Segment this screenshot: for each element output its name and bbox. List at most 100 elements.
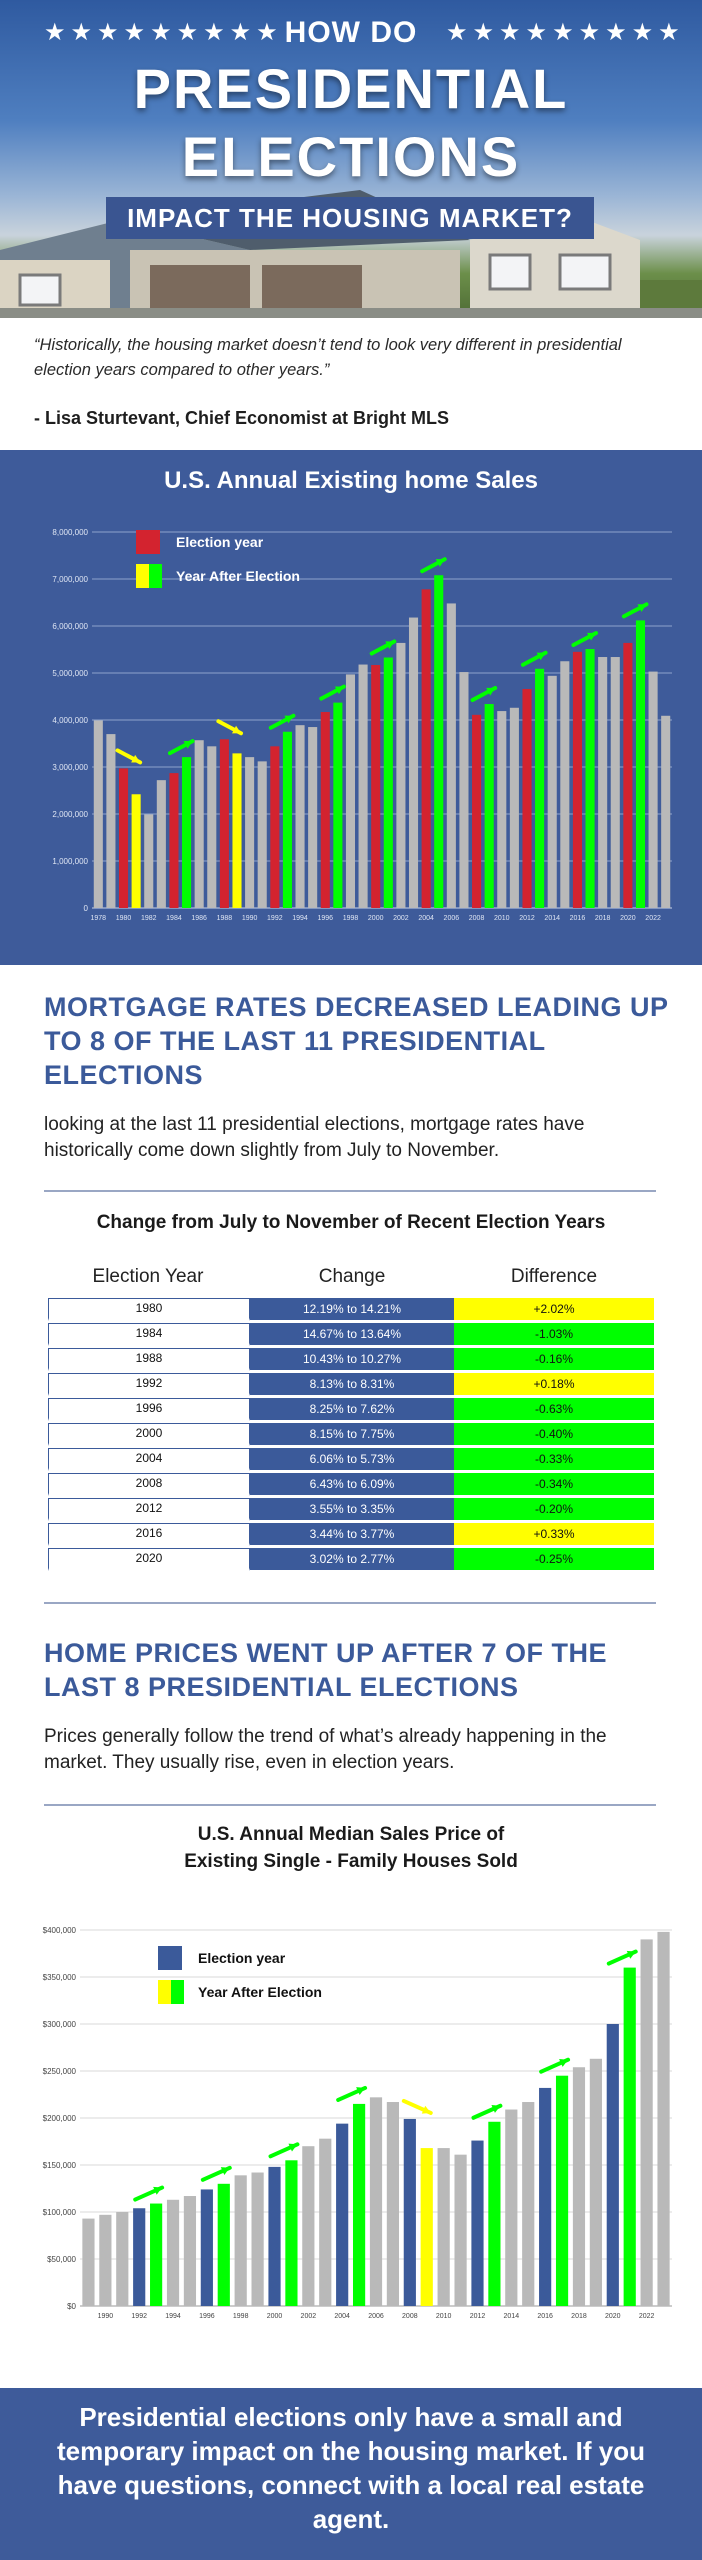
stars-right: ★★★★★★★★★ (446, 18, 685, 46)
trend-arrow-up (571, 631, 599, 648)
cell-change: 6.43% to 6.09% (250, 1473, 454, 1498)
cell-difference: -0.33% (454, 1448, 654, 1473)
y-tick-label: $350,000 (43, 1973, 77, 1982)
y-tick-label: $200,000 (43, 2114, 77, 2123)
footer-banner (0, 2388, 702, 2560)
legend-label: Year After Election (198, 1984, 322, 2000)
bar-1980 (118, 768, 129, 908)
x-tick-label: 1998 (233, 2313, 249, 2320)
bar-2021 (623, 1967, 636, 2306)
bar-1994 (166, 2199, 180, 2306)
x-tick-label: 2020 (605, 2313, 621, 2320)
x-tick-label: 2010 (494, 915, 510, 922)
cell-election-year: 2008 (48, 1473, 250, 1496)
cell-change: 14.67% to 13.64% (250, 1323, 454, 1348)
bar-2003 (408, 617, 419, 908)
trend-arrow-up (200, 2165, 232, 2182)
x-tick-label: 1996 (199, 2313, 215, 2320)
bar-2006 (369, 2097, 383, 2306)
cell-change: 3.02% to 2.77% (250, 1548, 454, 1573)
rate-table: 1980 12.19% to 14.21% +2.02% 1984 14.67% to … (48, 1298, 654, 1573)
trend-arrow-down (216, 719, 243, 736)
y-tick-label: $400,000 (43, 1926, 77, 1935)
trend-arrow-up (268, 713, 296, 730)
x-tick-label: 2008 (469, 915, 485, 922)
bar-2015 (522, 2102, 535, 2306)
cell-election-year: 1980 (48, 1298, 250, 1321)
bar-1993 (282, 731, 292, 908)
trend-arrow-up (369, 639, 397, 656)
x-tick-label: 2002 (301, 2313, 317, 2320)
trend-arrow-down (115, 748, 143, 765)
x-tick-label: 2004 (334, 2313, 350, 2320)
table-row: 2008 6.43% to 6.09% -0.34% (48, 1473, 654, 1498)
cell-election-year: 2020 (48, 1548, 250, 1571)
x-tick-label: 1990 (98, 2313, 114, 2320)
bar-2009 (420, 2148, 433, 2306)
y-tick-label: 0 (84, 904, 89, 913)
hero-title-line2: ELECTIONS (181, 125, 521, 188)
x-tick-label: 1990 (242, 915, 258, 922)
bar-2020 (606, 2024, 619, 2306)
bar-1997 (217, 2183, 230, 2306)
bar-2004 (336, 2123, 349, 2306)
legend-swatch (136, 530, 160, 554)
rate-table-title: Change from July to November of Recent E… (96, 1212, 606, 1233)
bar-2007 (386, 2102, 400, 2306)
divider (44, 1602, 656, 1604)
bar-2010 (497, 711, 507, 908)
cell-change: 8.25% to 7.62% (250, 1398, 454, 1423)
trend-arrow-up (470, 686, 498, 703)
bar-2022 (640, 1939, 653, 2306)
bar-1996 (320, 712, 330, 908)
table-row: 2020 3.02% to 2.77% -0.25% (48, 1548, 654, 1573)
bar-1987 (207, 746, 217, 908)
cell-election-year: 2000 (48, 1423, 250, 1446)
bar-1984 (169, 773, 179, 908)
x-tick-label: 1992 (131, 2313, 147, 2320)
table-row: 1984 14.67% to 13.64% -1.03% (48, 1323, 654, 1348)
bar-2014 (505, 2109, 518, 2306)
hero-banner: ★★★★★★★★★ ★★★★★★★★★ HOW DO PRESIDENTIAL … (0, 0, 702, 318)
x-tick-label: 2000 (368, 915, 384, 922)
cell-difference: -0.20% (454, 1498, 654, 1523)
bar-1997 (333, 702, 343, 908)
x-tick-label: 1984 (166, 915, 182, 922)
bar-2023 (657, 1931, 670, 2306)
bar-1990 (245, 757, 255, 908)
bar-1998 (345, 674, 356, 908)
x-tick-label: 2012 (470, 2313, 486, 2320)
x-tick-label: 2014 (544, 915, 560, 922)
trend-arrow-up (539, 2057, 571, 2074)
bar-2006 (446, 603, 456, 908)
cell-election-year: 2012 (48, 1498, 250, 1521)
bar-1983 (156, 780, 166, 908)
y-tick-label: 1,000,000 (52, 857, 88, 866)
bar-2010 (437, 2148, 450, 2306)
x-tick-label: 1988 (217, 915, 233, 922)
y-tick-label: $150,000 (43, 2161, 77, 2170)
x-tick-label: 1996 (317, 915, 333, 922)
cell-change: 6.06% to 5.73% (250, 1448, 454, 1473)
trend-arrow-down (401, 2098, 433, 2115)
cell-difference: -0.16% (454, 1348, 654, 1373)
x-tick-label: 2022 (639, 2313, 655, 2320)
price-chart: $0 $50,000 $100,000 $150,000 $200,000 $250,00… (43, 1926, 672, 2320)
table-row: 1980 12.19% to 14.21% +2.02% (48, 1298, 654, 1323)
price-chart-title-line1: U.S. Annual Median Sales Price of (197, 1824, 505, 1845)
cell-election-year: 1984 (48, 1323, 250, 1346)
x-tick-label: 2008 (402, 2313, 418, 2320)
column-header-difference: Difference (510, 1266, 598, 1287)
y-tick-label: 3,000,000 (52, 763, 88, 772)
trend-arrow-up (606, 1949, 638, 1966)
bar-2016 (572, 651, 582, 908)
trend-arrow-up (133, 2185, 165, 2202)
x-tick-label: 2012 (519, 915, 535, 922)
y-tick-label: 2,000,000 (52, 810, 88, 819)
bar-2005 (434, 575, 444, 908)
x-tick-label: 1992 (267, 915, 283, 922)
x-tick-label: 1994 (292, 915, 308, 922)
x-tick-label: 1994 (165, 2313, 181, 2320)
x-tick-label: 2002 (393, 915, 409, 922)
hero-title-line1: PRESIDENTIAL (133, 57, 569, 120)
